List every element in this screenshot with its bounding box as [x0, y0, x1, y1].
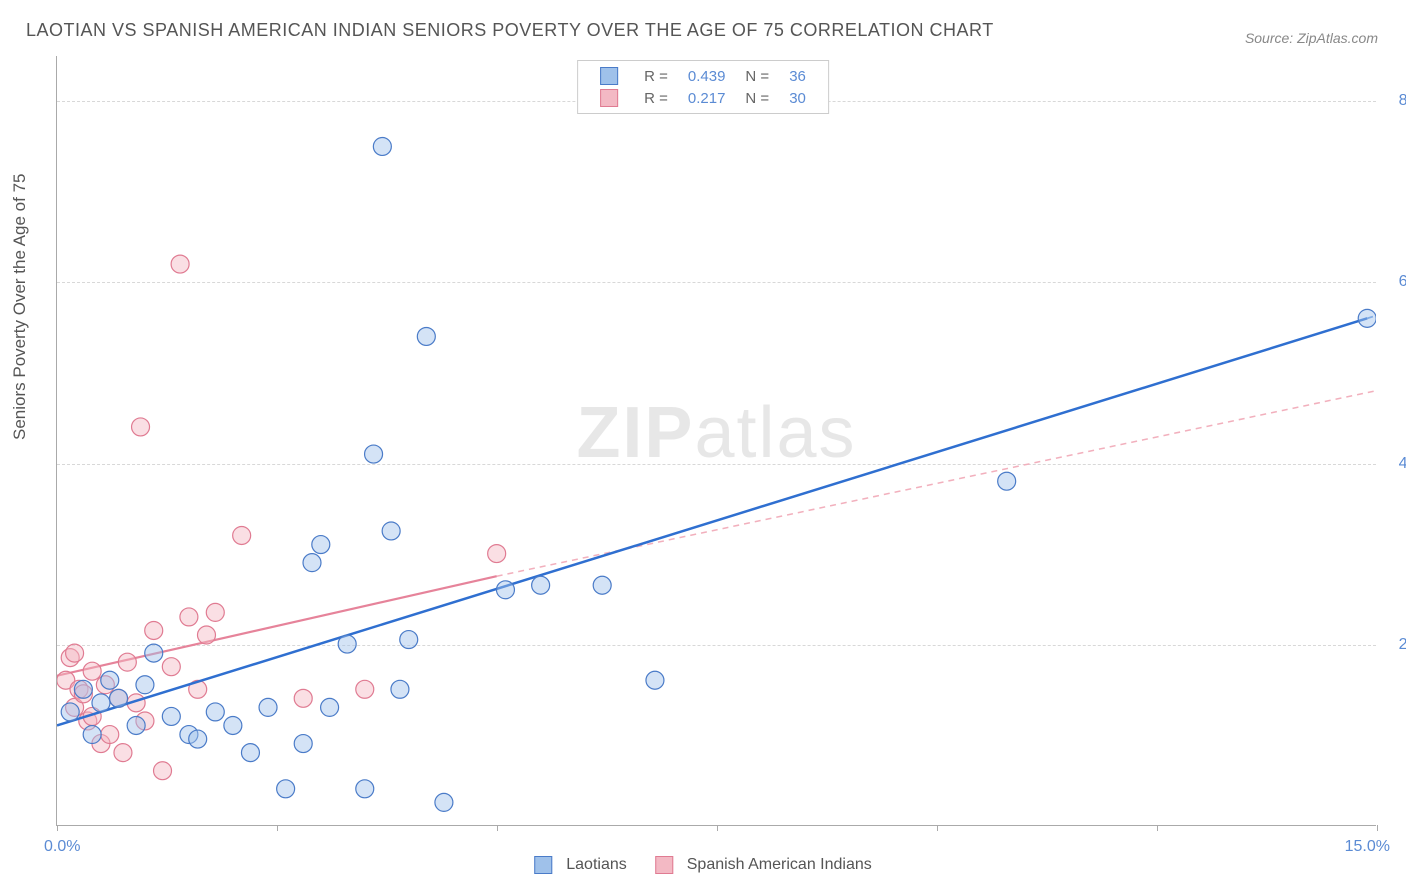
data-point — [162, 658, 180, 676]
legend-item-laotians: Laotians — [534, 856, 627, 874]
legend-item-spanish: Spanish American Indians — [655, 856, 872, 874]
r-label: R = — [634, 65, 678, 87]
legend-row-spanish: R = 0.217 N = 30 — [590, 87, 816, 109]
data-point — [373, 137, 391, 155]
data-point — [101, 671, 119, 689]
data-point — [400, 631, 418, 649]
correlation-table: R = 0.439 N = 36 R = 0.217 N = 30 — [590, 65, 816, 109]
data-point — [145, 621, 163, 639]
data-point — [206, 703, 224, 721]
data-point — [646, 671, 664, 689]
data-point — [593, 576, 611, 594]
x-axis-max-label: 15.0% — [1345, 838, 1390, 856]
data-point — [92, 694, 110, 712]
data-point — [114, 744, 132, 762]
data-point — [118, 653, 136, 671]
x-tick — [717, 825, 718, 831]
x-tick — [1377, 825, 1378, 831]
r-value-laotians: 0.439 — [678, 65, 736, 87]
swatch-spanish — [600, 89, 618, 107]
data-point — [224, 716, 242, 734]
data-point — [101, 726, 119, 744]
y-axis-title: Seniors Poverty Over the Age of 75 — [10, 174, 30, 440]
scatter-svg — [57, 56, 1376, 825]
data-point — [365, 445, 383, 463]
n-label: N = — [735, 87, 779, 109]
data-point — [233, 527, 251, 545]
data-point — [1358, 309, 1376, 327]
data-point — [356, 680, 374, 698]
data-point — [83, 662, 101, 680]
x-tick — [277, 825, 278, 831]
data-point — [312, 536, 330, 554]
data-point — [136, 676, 154, 694]
r-label: R = — [634, 87, 678, 109]
data-point — [206, 603, 224, 621]
correlation-legend: R = 0.439 N = 36 R = 0.217 N = 30 — [577, 60, 829, 114]
data-point — [338, 635, 356, 653]
chart-title: LAOTIAN VS SPANISH AMERICAN INDIAN SENIO… — [26, 20, 994, 41]
swatch-spanish-icon — [655, 856, 673, 874]
data-point — [356, 780, 374, 798]
y-tick-label: 20.0% — [1384, 636, 1406, 654]
data-point — [66, 644, 84, 662]
x-tick — [937, 825, 938, 831]
data-point — [132, 418, 150, 436]
data-point — [294, 735, 312, 753]
data-point — [294, 689, 312, 707]
x-tick — [1157, 825, 1158, 831]
swatch-laotians — [600, 67, 618, 85]
legend-row-laotians: R = 0.439 N = 36 — [590, 65, 816, 87]
data-point — [417, 327, 435, 345]
series-legend: Laotians Spanish American Indians — [534, 856, 872, 874]
n-label: N = — [735, 65, 779, 87]
data-point — [110, 689, 128, 707]
data-point — [488, 545, 506, 563]
data-point — [241, 744, 259, 762]
data-point — [303, 554, 321, 572]
y-tick-label: 40.0% — [1384, 455, 1406, 473]
y-tick-label: 60.0% — [1384, 273, 1406, 291]
n-value-laotians: 36 — [779, 65, 816, 87]
legend-label-spanish: Spanish American Indians — [687, 856, 872, 874]
data-point — [145, 644, 163, 662]
data-point — [180, 608, 198, 626]
swatch-laotians-icon — [534, 856, 552, 874]
n-value-spanish: 30 — [779, 87, 816, 109]
data-point — [197, 626, 215, 644]
data-point — [321, 698, 339, 716]
x-tick — [497, 825, 498, 831]
regression-line — [57, 318, 1367, 725]
x-axis-min-label: 0.0% — [44, 838, 80, 856]
data-point — [382, 522, 400, 540]
legend-label-laotians: Laotians — [566, 856, 627, 874]
data-point — [277, 780, 295, 798]
x-tick — [57, 825, 58, 831]
data-point — [162, 707, 180, 725]
data-point — [435, 793, 453, 811]
data-point — [74, 680, 92, 698]
plot-area: ZIPatlas 20.0%40.0%60.0%80.0% — [56, 56, 1376, 826]
data-point — [998, 472, 1016, 490]
source-attribution: Source: ZipAtlas.com — [1245, 30, 1378, 46]
data-point — [189, 730, 207, 748]
data-point — [496, 581, 514, 599]
data-point — [171, 255, 189, 273]
data-point — [154, 762, 172, 780]
data-point — [61, 703, 79, 721]
data-point — [391, 680, 409, 698]
data-point — [83, 726, 101, 744]
data-point — [532, 576, 550, 594]
y-tick-label: 80.0% — [1384, 92, 1406, 110]
data-point — [127, 716, 145, 734]
data-point — [259, 698, 277, 716]
r-value-spanish: 0.217 — [678, 87, 736, 109]
